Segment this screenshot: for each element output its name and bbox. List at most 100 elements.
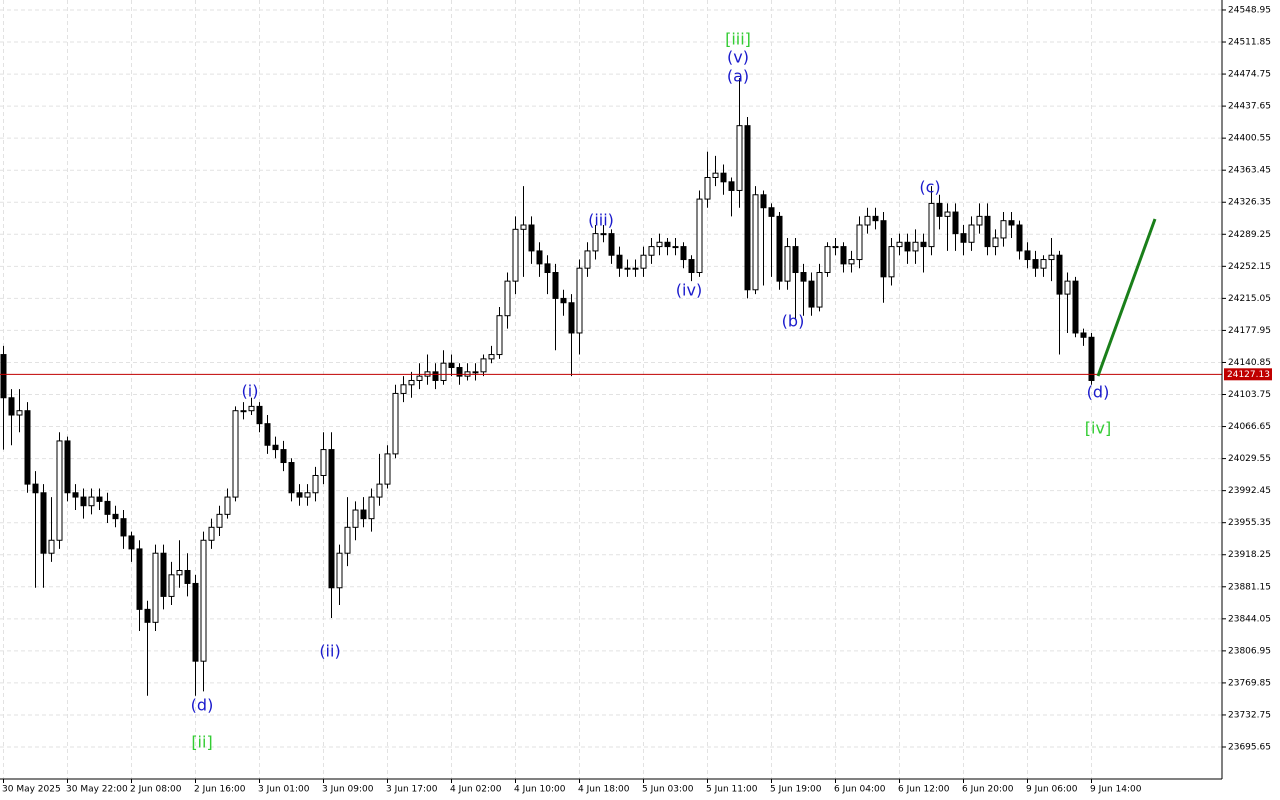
candle bbox=[256, 402, 263, 433]
y-tick-label: 24177.95 bbox=[1228, 326, 1271, 336]
candle-body bbox=[504, 280, 511, 317]
candle-body bbox=[416, 375, 423, 381]
x-tick-label: 3 Jun 17:00 bbox=[386, 785, 438, 795]
x-tick-label: 3 Jun 09:00 bbox=[322, 785, 374, 795]
candle-body bbox=[648, 246, 655, 256]
wave-label: (b) bbox=[782, 312, 805, 331]
candle bbox=[928, 186, 935, 256]
x-tick-label: 6 Jun 04:00 bbox=[834, 785, 886, 795]
candle bbox=[392, 384, 399, 459]
candle-body bbox=[344, 526, 351, 554]
candle bbox=[768, 203, 775, 277]
wave-label: [ii] bbox=[191, 733, 212, 752]
candle-body bbox=[496, 315, 503, 356]
candle bbox=[1072, 276, 1079, 338]
candle-body bbox=[40, 492, 47, 554]
candle bbox=[264, 415, 271, 454]
candle bbox=[24, 402, 31, 493]
candle bbox=[776, 212, 783, 290]
y-tick-label: 24289.25 bbox=[1228, 230, 1271, 240]
candle-body bbox=[248, 405, 255, 412]
candle-body bbox=[752, 194, 759, 291]
wave-label: (d) bbox=[1087, 383, 1110, 402]
candle bbox=[920, 233, 927, 273]
candle bbox=[832, 237, 839, 256]
candle bbox=[856, 216, 863, 269]
candle-body bbox=[784, 246, 791, 282]
candle-body bbox=[192, 582, 199, 662]
x-tick-label: 6 Jun 12:00 bbox=[898, 785, 950, 795]
candle-body bbox=[632, 267, 639, 270]
candle-body bbox=[880, 220, 887, 278]
y-tick-label: 24474.75 bbox=[1228, 70, 1271, 80]
candle-body bbox=[536, 250, 543, 265]
candle bbox=[376, 453, 383, 506]
candle-body bbox=[184, 569, 191, 584]
x-tick-label: 6 Jun 20:00 bbox=[962, 785, 1014, 795]
candle bbox=[792, 237, 799, 321]
candle-body bbox=[472, 371, 479, 374]
candle-body bbox=[176, 569, 183, 576]
x-tick-label: 2 Jun 08:00 bbox=[130, 785, 182, 795]
candle-body bbox=[704, 176, 711, 200]
y-tick-label: 23881.15 bbox=[1228, 582, 1271, 592]
candle bbox=[600, 225, 607, 243]
candle bbox=[680, 242, 687, 269]
candle bbox=[32, 471, 39, 588]
x-tick-label: 9 Jun 14:00 bbox=[1090, 785, 1142, 795]
candle-body bbox=[104, 500, 111, 515]
wave-label: (d) bbox=[191, 696, 214, 715]
candle bbox=[784, 237, 791, 290]
candle-body bbox=[624, 267, 631, 270]
candle-body bbox=[992, 237, 999, 248]
candle bbox=[168, 561, 175, 606]
candle bbox=[232, 406, 239, 502]
y-tick-label: 24363.45 bbox=[1228, 166, 1271, 176]
candle-body bbox=[568, 302, 575, 334]
candle bbox=[640, 246, 647, 277]
candle-body bbox=[128, 535, 135, 550]
candle bbox=[1064, 272, 1071, 333]
candle-body bbox=[288, 462, 295, 494]
candle-body bbox=[640, 254, 647, 269]
candle bbox=[320, 432, 327, 485]
candle bbox=[384, 445, 391, 489]
candle-body bbox=[728, 181, 735, 191]
y-tick-label: 24252.15 bbox=[1228, 262, 1271, 272]
candle-body bbox=[328, 449, 335, 589]
candle bbox=[528, 216, 535, 264]
candle bbox=[40, 484, 47, 588]
y-tick-label: 24326.35 bbox=[1228, 198, 1271, 208]
candle-body bbox=[664, 241, 671, 248]
candle-body bbox=[960, 233, 967, 243]
candle bbox=[968, 216, 975, 251]
candle bbox=[80, 488, 87, 519]
candle-body bbox=[864, 215, 871, 226]
candle bbox=[696, 190, 703, 277]
candle-body bbox=[936, 202, 943, 217]
candle-body bbox=[56, 440, 63, 541]
candle bbox=[616, 246, 623, 277]
candle bbox=[936, 194, 943, 230]
candle bbox=[912, 229, 919, 264]
candle-body bbox=[1008, 220, 1015, 226]
candle bbox=[88, 488, 95, 515]
candle bbox=[56, 432, 63, 549]
candle bbox=[872, 207, 879, 230]
x-tick-label: 3 Jun 01:00 bbox=[258, 785, 310, 795]
candle bbox=[296, 484, 303, 506]
candle-body bbox=[432, 371, 439, 381]
candle-body bbox=[600, 233, 607, 236]
candle-body bbox=[1080, 332, 1087, 338]
candle bbox=[288, 458, 295, 502]
y-tick-label: 23844.05 bbox=[1228, 614, 1271, 624]
candle-body bbox=[976, 215, 983, 226]
candle-body bbox=[680, 246, 687, 261]
candle-body bbox=[80, 496, 87, 507]
candle bbox=[1024, 242, 1031, 269]
wave-label: (i) bbox=[242, 382, 259, 401]
candle-body bbox=[232, 410, 239, 498]
candle bbox=[240, 402, 247, 420]
y-tick-label: 23695.65 bbox=[1228, 742, 1271, 752]
